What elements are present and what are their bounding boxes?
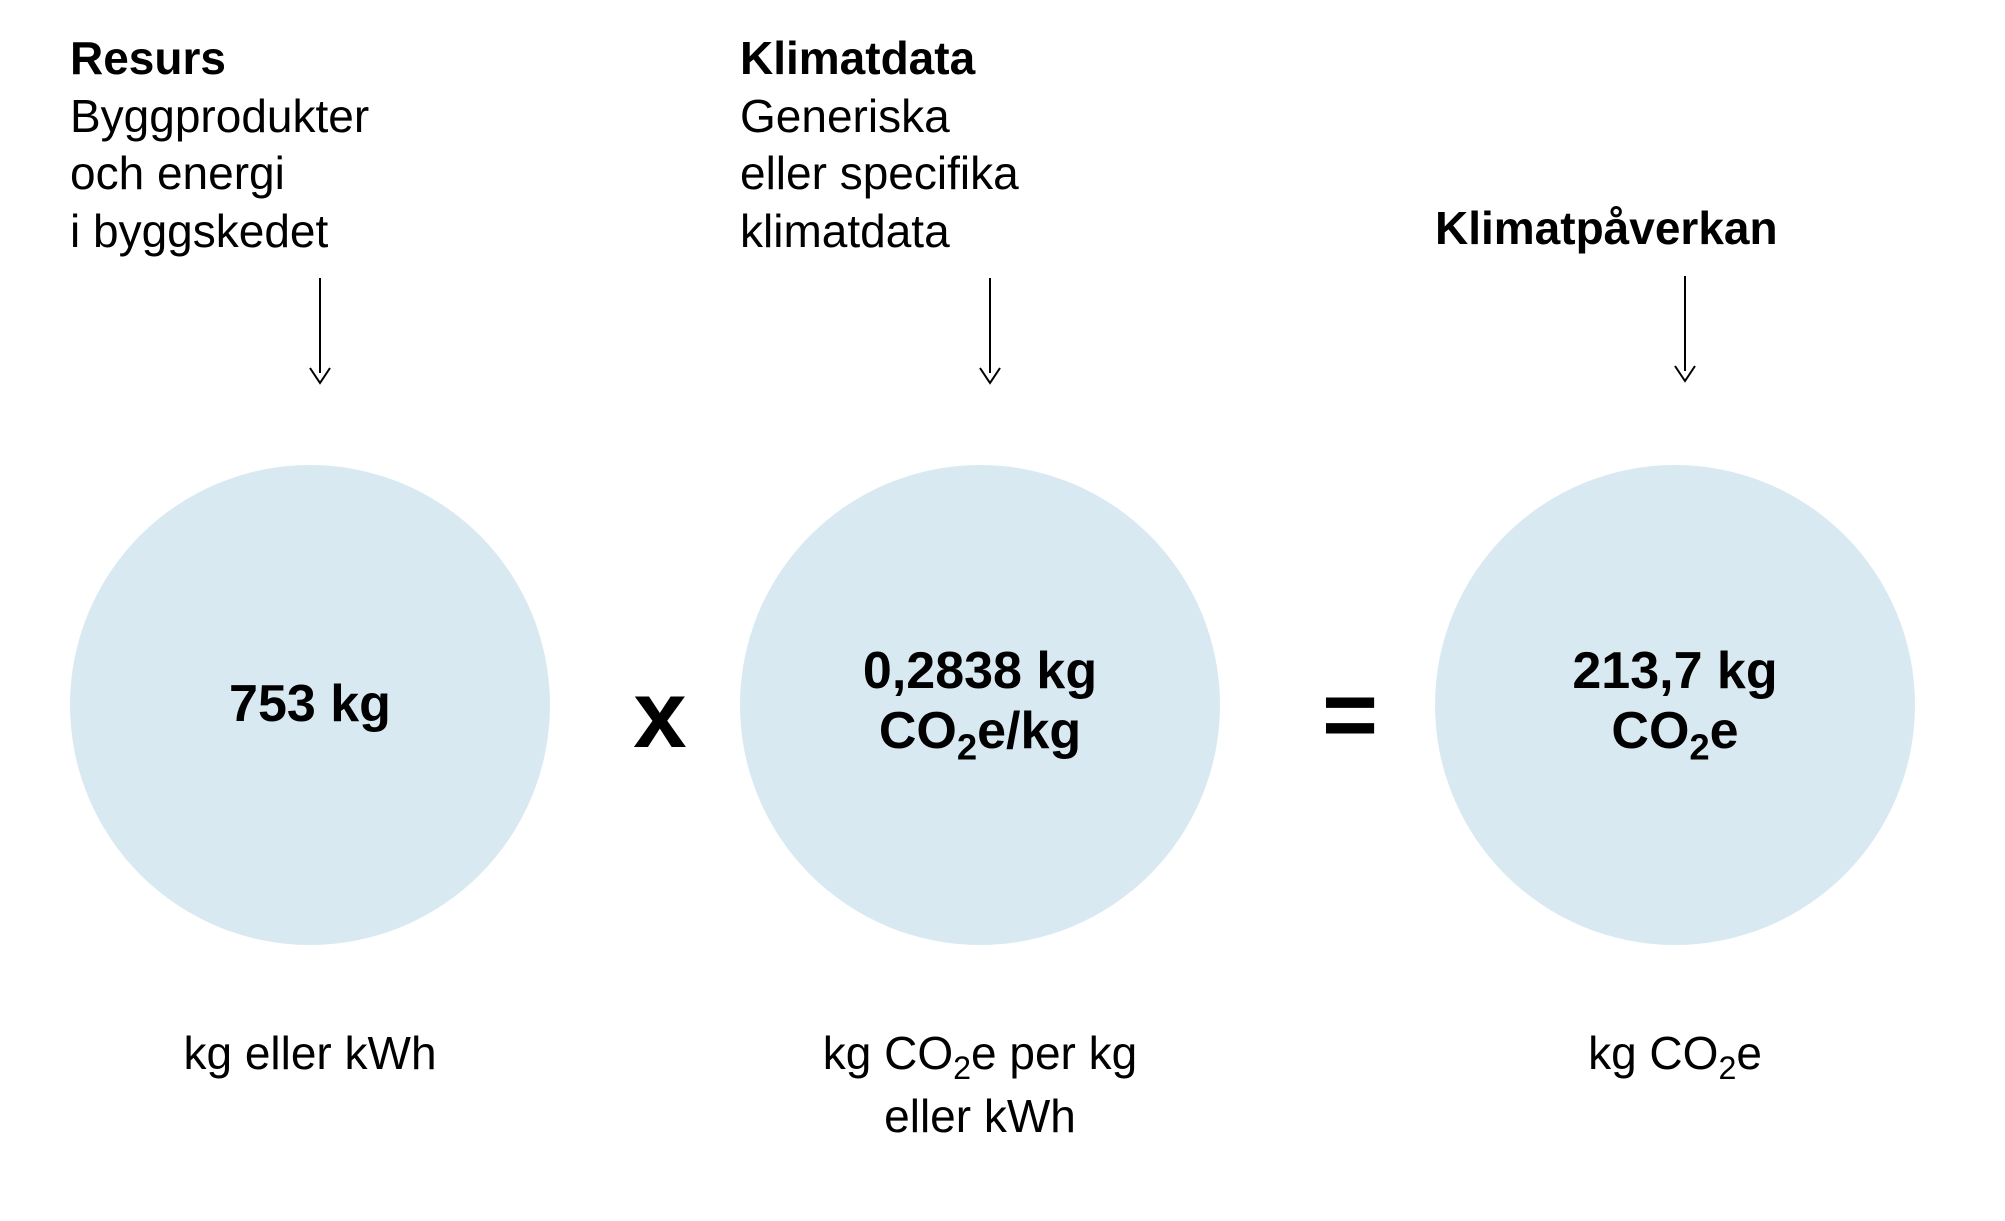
circle-klimatpaaverkan-value: 213,7 kg CO2e bbox=[1572, 642, 1777, 768]
header-klimatdata-title: Klimatdata bbox=[740, 30, 1240, 88]
header-klimatdata: Klimatdata Generiskaeller specifikaklima… bbox=[740, 30, 1240, 260]
circle-klimatdata-value: 0,2838 kg CO2e/kg bbox=[863, 642, 1097, 768]
header-klimatpaaverkan-title: Klimatpåverkan bbox=[1435, 200, 1935, 258]
column-resurs: Resurs Byggprodukteroch energii byggsked… bbox=[70, 30, 570, 406]
unit-klimatdata: kg CO2e per kgeller kWh bbox=[740, 1025, 1220, 1146]
header-resurs-sub: Byggprodukteroch energii byggskedet bbox=[70, 88, 570, 261]
circle-klimatdata-line1: 0,2838 kg bbox=[863, 642, 1097, 702]
operator-times: x bbox=[610, 660, 710, 770]
column-klimatdata: Klimatdata Generiskaeller specifikaklima… bbox=[740, 30, 1240, 406]
arrow-down-icon bbox=[975, 278, 1005, 388]
circle-klimatpaaverkan-line1: 213,7 kg bbox=[1572, 642, 1777, 702]
circle-resurs-line1: 753 kg bbox=[229, 675, 391, 735]
header-klimatdata-sub: Generiskaeller specifikaklimatdata bbox=[740, 88, 1240, 261]
operator-equals: = bbox=[1300, 660, 1400, 770]
unit-resurs: kg eller kWh bbox=[70, 1025, 550, 1083]
circle-klimatdata-line2: CO2e/kg bbox=[863, 702, 1097, 768]
arrow-down-icon bbox=[305, 278, 335, 388]
column-klimatpaaverkan: Klimatpåverkan bbox=[1435, 200, 1935, 404]
circle-resurs-value: 753 kg bbox=[229, 675, 391, 735]
circle-klimatpaaverkan: 213,7 kg CO2e bbox=[1435, 465, 1915, 945]
header-resurs-title: Resurs bbox=[70, 30, 570, 88]
header-resurs: Resurs Byggprodukteroch energii byggsked… bbox=[70, 30, 570, 260]
circle-klimatpaaverkan-line2: CO2e bbox=[1572, 702, 1777, 768]
unit-klimatpaaverkan: kg CO2e bbox=[1435, 1025, 1915, 1088]
header-klimatpaaverkan: Klimatpåverkan bbox=[1435, 200, 1935, 258]
circle-resurs: 753 kg bbox=[70, 465, 550, 945]
circle-klimatdata: 0,2838 kg CO2e/kg bbox=[740, 465, 1220, 945]
arrow-down-icon bbox=[1670, 276, 1700, 386]
